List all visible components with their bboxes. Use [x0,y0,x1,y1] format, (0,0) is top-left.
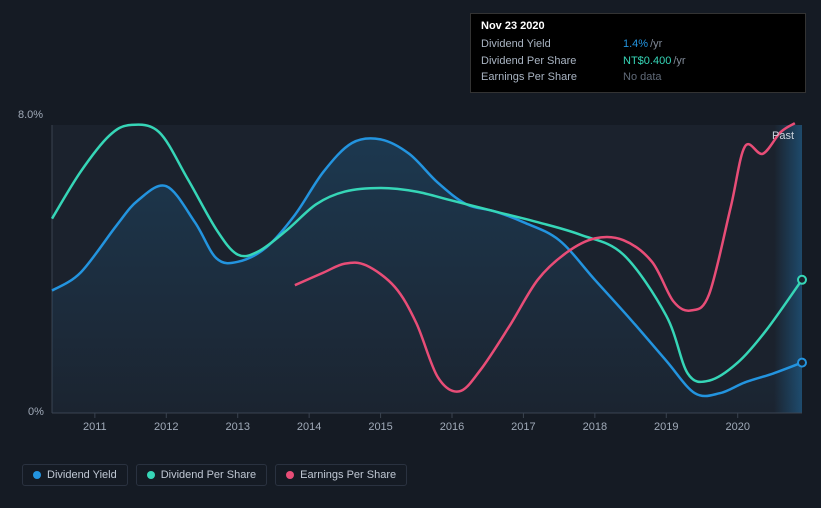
end-marker-dividend_yield [798,359,806,367]
end-marker-dividend_per_share [798,276,806,284]
y-tick-max: 8.0% [18,109,43,121]
y-tick-min: 0% [28,406,44,418]
tooltip-value: NT$0.400/yr [623,53,686,70]
legend-label: Dividend Per Share [161,469,256,481]
tooltip-row: Dividend Per Share NT$0.400/yr [481,53,795,70]
x-tick: 2017 [511,421,535,433]
x-tick: 2012 [154,421,178,433]
legend-item-dividend_yield[interactable]: Dividend Yield [22,464,128,486]
past-label: Past [772,130,794,142]
x-tick: 2019 [654,421,678,433]
tooltip-label: Earnings Per Share [481,69,599,86]
x-tick: 2020 [725,421,749,433]
tooltip-date: Nov 23 2020 [481,20,795,32]
x-tick: 2016 [440,421,464,433]
legend-item-dividend_per_share[interactable]: Dividend Per Share [136,464,267,486]
plot-area [52,125,802,413]
legend-dot-icon [147,471,155,479]
dividend-chart: Nov 23 2020Dividend Yield1.4%/yrDividend… [0,0,821,508]
legend-dot-icon [33,471,41,479]
tooltip-value: 1.4%/yr [623,36,662,53]
x-tick: 2015 [368,421,392,433]
legend-dot-icon [286,471,294,479]
legend-label: Dividend Yield [47,469,117,481]
x-tick: 2018 [583,421,607,433]
x-tick: 2014 [297,421,321,433]
legend-item-earnings_per_share[interactable]: Earnings Per Share [275,464,407,486]
tooltip-label: Dividend Yield [481,36,599,53]
chart-tooltip: Nov 23 2020Dividend Yield1.4%/yrDividend… [470,13,806,93]
chart-legend: Dividend Yield Dividend Per Share Earnings… [22,464,407,486]
x-tick: 2013 [225,421,249,433]
tooltip-value: No data [623,69,662,86]
legend-label: Earnings Per Share [300,469,396,481]
tooltip-label: Dividend Per Share [481,53,599,70]
tooltip-row: Earnings Per Share No data [481,69,795,86]
x-tick: 2011 [83,421,107,433]
tooltip-row: Dividend Yield 1.4%/yr [481,36,795,53]
